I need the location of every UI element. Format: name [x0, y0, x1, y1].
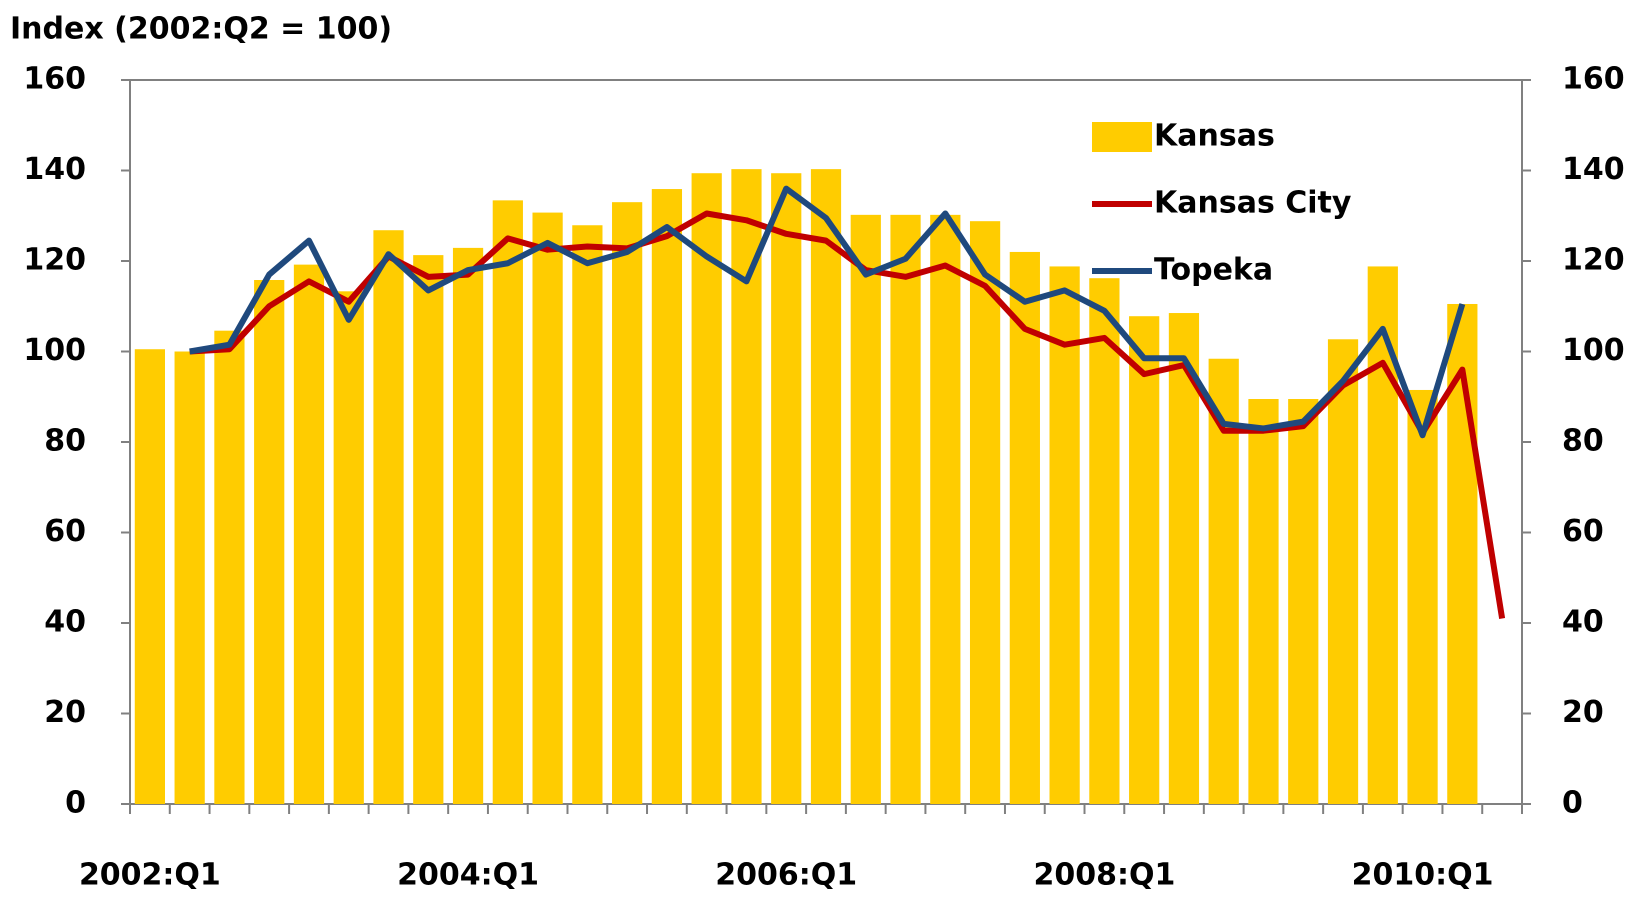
- bar: [691, 173, 722, 805]
- bar: [612, 202, 643, 805]
- bar: [850, 214, 881, 805]
- y2-tick-label: 0: [1562, 786, 1583, 821]
- bar: [254, 280, 285, 804]
- bar: [810, 169, 842, 804]
- bar: [930, 214, 961, 805]
- x-tick-label: 2010:Q1: [1352, 858, 1494, 893]
- bar: [293, 264, 325, 804]
- bar: [1327, 339, 1359, 804]
- bar: [1049, 266, 1080, 804]
- legend-label: Topeka: [1154, 253, 1273, 288]
- bar: [890, 214, 921, 805]
- y-tick-label: 40: [44, 605, 86, 640]
- bar: [134, 349, 165, 804]
- bar: [214, 330, 245, 804]
- y-tick-label: 20: [44, 695, 86, 730]
- y-tick-label: 160: [23, 62, 86, 97]
- line: [189, 210, 1506, 619]
- bar: [731, 169, 762, 804]
- x-tick-label: 2006:Q1: [715, 858, 857, 893]
- legend-label: Kansas: [1154, 119, 1275, 154]
- bar: [1089, 278, 1120, 804]
- y2-tick-label: 40: [1562, 605, 1604, 640]
- legend-swatch: [1092, 122, 1152, 152]
- y2-tick-label: 160: [1562, 62, 1625, 97]
- bar: [1248, 399, 1279, 804]
- x-tick-label: 2008:Q1: [1033, 858, 1175, 893]
- bar: [1009, 251, 1040, 804]
- bar: [1129, 316, 1160, 804]
- y2-tick-label: 60: [1562, 514, 1604, 549]
- bar: [1168, 313, 1200, 804]
- bar: [771, 173, 802, 805]
- y-tick-label: 80: [44, 424, 86, 459]
- bar: [572, 225, 603, 804]
- bar: [373, 230, 404, 805]
- y2-tick-label: 20: [1562, 695, 1604, 730]
- y-tick-label: 140: [23, 152, 86, 187]
- bar: [651, 189, 683, 805]
- y-tick-label: 60: [44, 514, 86, 549]
- bar: [532, 212, 563, 804]
- bar: [969, 221, 1001, 804]
- y-tick-label: 100: [23, 333, 86, 368]
- legend-label: Kansas City: [1154, 186, 1352, 221]
- bar: [1407, 389, 1438, 804]
- bar: [492, 200, 523, 805]
- bar: [174, 351, 205, 804]
- bar: [1288, 399, 1319, 804]
- y2-tick-label: 100: [1562, 333, 1625, 368]
- bar: [452, 247, 484, 804]
- chart-title: Index (2002:Q2 = 100): [10, 12, 392, 47]
- y2-tick-label: 120: [1562, 243, 1625, 278]
- y2-tick-label: 140: [1562, 152, 1625, 187]
- bar: [413, 255, 444, 804]
- line: [189, 185, 1466, 439]
- y2-tick-label: 80: [1562, 424, 1604, 459]
- bar: [333, 291, 364, 804]
- y-tick-label: 0: [65, 786, 86, 821]
- x-tick-label: 2002:Q1: [79, 858, 221, 893]
- y-tick-label: 120: [23, 243, 86, 278]
- x-tick-label: 2004:Q1: [397, 858, 539, 893]
